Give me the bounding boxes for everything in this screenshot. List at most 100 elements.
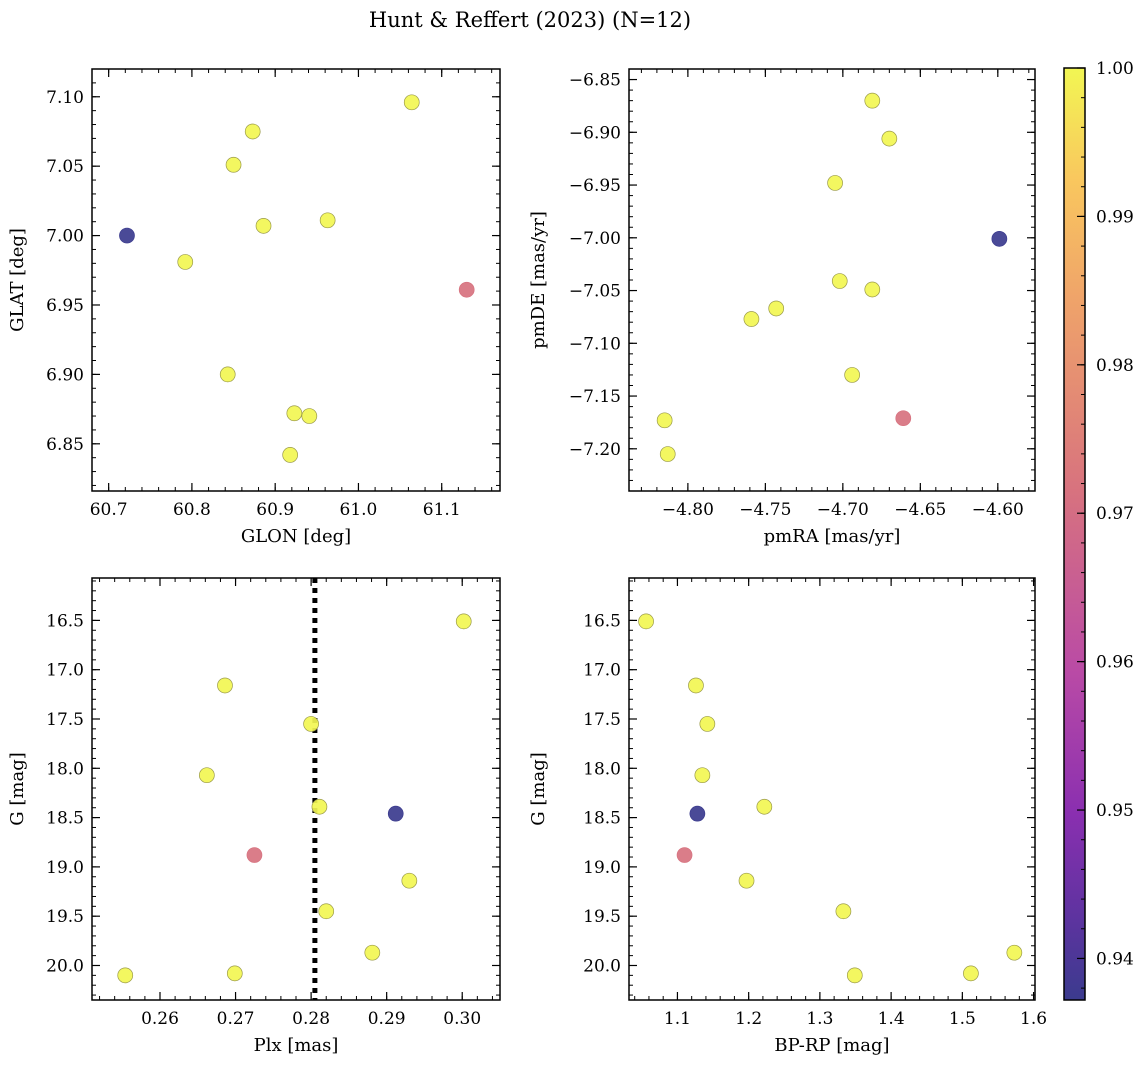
x-tick-label: 61.1 [423, 500, 461, 520]
data-point [895, 410, 912, 427]
y-tick-label: −7.15 [569, 387, 621, 407]
data-point [311, 798, 328, 815]
axes-frame [628, 68, 1036, 492]
colorbar: 0.94 0.95 0.96 0.97 0.98 0.99 1.00 [1063, 59, 1134, 1001]
data-point [694, 767, 711, 784]
x-tick-label: 61.0 [340, 500, 378, 520]
y-tick-label: 19.5 [583, 907, 621, 927]
data-point [689, 805, 706, 822]
x-tick-label: −4.60 [972, 500, 1024, 520]
colorbar-tick-label: 0.95 [1096, 801, 1134, 821]
data-point [881, 130, 898, 147]
x-tick-label: 1.2 [735, 1009, 762, 1029]
data-point [835, 903, 852, 920]
data-point [217, 677, 233, 694]
y-tick-label: 17.0 [46, 661, 84, 681]
data-point [177, 254, 194, 270]
data-point [255, 218, 272, 234]
x-tick-label: 0.28 [292, 1009, 330, 1029]
x-tick-label: −4.75 [739, 500, 791, 520]
panel-1: 60.7 60.8 60.9 61.0 61.1 6.85 6.90 6.95 7.00 7.05… [7, 68, 501, 547]
data-point [246, 847, 263, 863]
x-tick-label: 1.4 [878, 1009, 905, 1029]
y-tick-label: −7.05 [569, 282, 621, 302]
y-tick-label: 19.5 [46, 907, 84, 927]
y-tick-label: −6.90 [569, 123, 621, 143]
x-tick-label: −4.80 [662, 500, 714, 520]
data-point [286, 405, 303, 422]
data-point [364, 944, 381, 961]
y-tick-label: 17.0 [583, 661, 621, 681]
data-point [401, 872, 418, 889]
y-tick-label: 18.5 [583, 809, 621, 829]
data-point [198, 767, 215, 784]
data-point [768, 300, 785, 317]
y-tick-label: 16.5 [583, 611, 621, 631]
data-point [743, 311, 760, 327]
data-point [282, 447, 299, 463]
axes-frame [91, 68, 501, 492]
data-point [659, 446, 676, 462]
x-axis-label: BP-RP [mag] [774, 1035, 889, 1056]
x-tick-label: −4.65 [894, 500, 946, 520]
y-tick-label: −7.20 [569, 440, 621, 460]
data-point [318, 903, 335, 920]
y-tick-label: 7.05 [46, 157, 84, 177]
data-point [688, 677, 704, 694]
y-tick-label: −6.95 [569, 176, 621, 196]
x-axis-label: pmRA [mas/yr] [764, 526, 901, 547]
data-point [117, 967, 134, 984]
y-axis-label: GLAT [deg] [7, 228, 28, 332]
y-axis-label: G [mag] [7, 752, 28, 825]
data-point [458, 281, 475, 298]
y-tick-label: 7.10 [46, 88, 84, 108]
y-tick-label: −7.10 [569, 334, 621, 354]
x-tick-label: 1.1 [664, 1009, 691, 1029]
data-point [1006, 944, 1023, 961]
y-tick-label: 17.5 [46, 710, 84, 730]
data-point [864, 92, 881, 109]
y-tick-label: 17.5 [583, 710, 621, 730]
data-point [844, 367, 860, 383]
data-point [219, 366, 236, 383]
y-tick-label: 6.95 [46, 296, 84, 316]
colorbar-frame [1063, 67, 1086, 1001]
x-tick-label: 1.3 [806, 1009, 833, 1029]
y-tick-label: −7.00 [569, 229, 621, 249]
data-point [991, 231, 1008, 247]
x-tick-label: 60.7 [90, 500, 128, 520]
data-point [831, 273, 848, 289]
y-tick-label: 6.85 [46, 435, 84, 455]
x-tick-label: 0.27 [217, 1009, 255, 1029]
data-point [244, 123, 261, 140]
data-point [756, 798, 773, 815]
colorbar-tick-label: 0.94 [1096, 949, 1134, 969]
data-point [319, 212, 336, 229]
data-point [455, 613, 472, 630]
colorbar-tick-label: 1.00 [1096, 59, 1134, 79]
data-point [676, 847, 693, 863]
data-point [387, 805, 404, 822]
data-point [738, 872, 755, 889]
colorbar-tick-label: 0.99 [1096, 207, 1134, 227]
data-point [226, 965, 243, 982]
x-axis-label: GLON [deg] [241, 526, 351, 547]
data-point [963, 965, 979, 982]
axes-frame [91, 577, 501, 1001]
y-tick-label: 7.00 [46, 227, 84, 247]
data-point [119, 227, 135, 244]
x-tick-label: 60.9 [256, 500, 294, 520]
data-point [656, 412, 673, 429]
colorbar-gradient [1064, 68, 1085, 1000]
data-point [827, 175, 843, 191]
y-tick-label: 18.0 [583, 759, 621, 779]
y-tick-label: 19.0 [46, 858, 84, 878]
y-tick-label: 19.0 [583, 858, 621, 878]
y-tick-label: 16.5 [46, 611, 84, 631]
data-point [403, 94, 420, 111]
data-point [846, 967, 863, 984]
figure-title: Hunt & Reffert (2023) (N=12) [369, 8, 691, 32]
data-point [225, 156, 242, 173]
colorbar-tick-label: 0.98 [1096, 356, 1134, 376]
